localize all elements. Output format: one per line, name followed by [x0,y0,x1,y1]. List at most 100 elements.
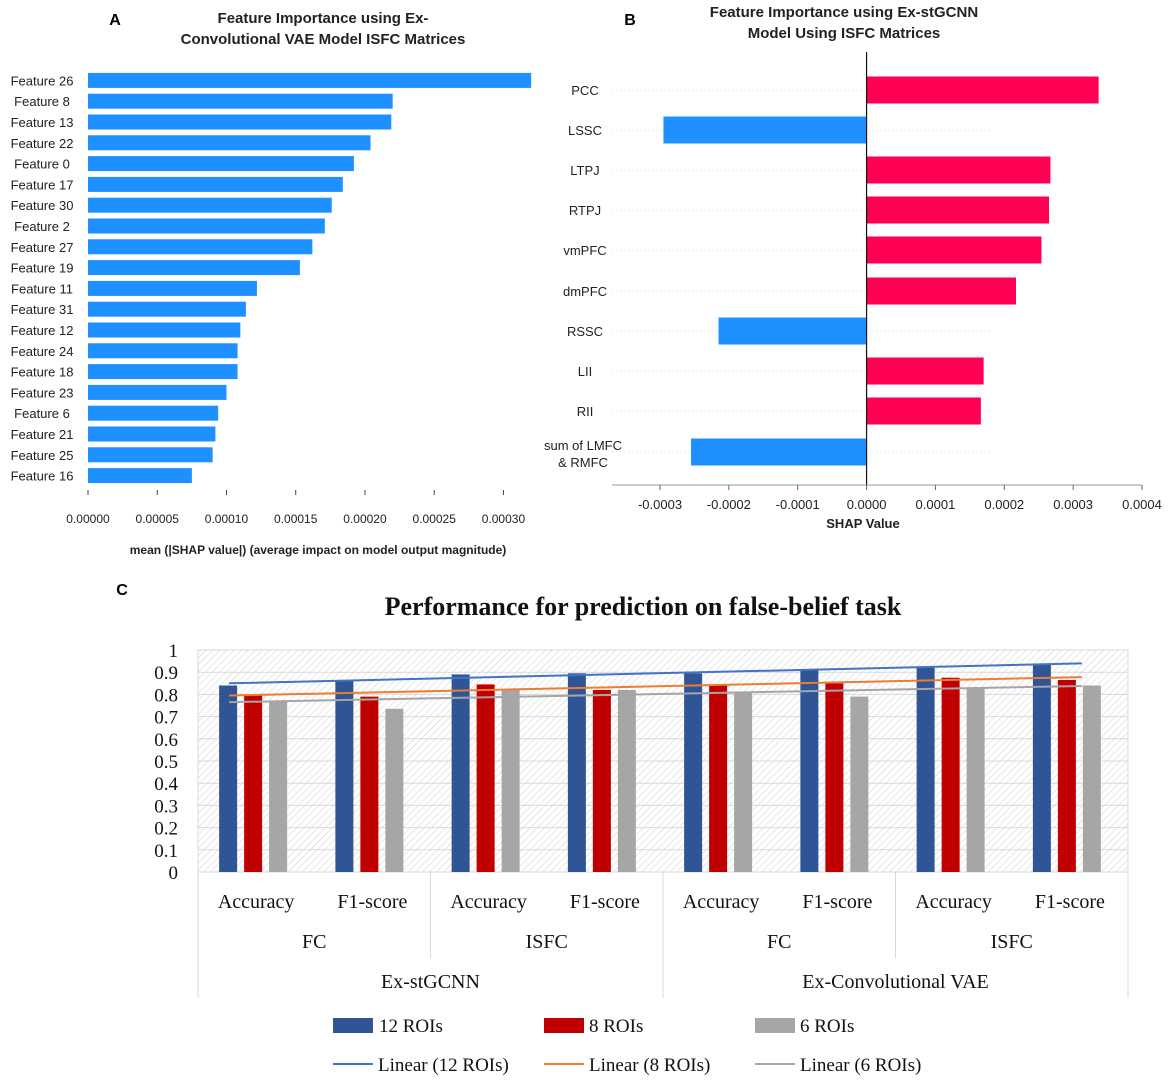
x-category-label: F1-score [802,891,872,913]
y-tick-label: sum of LMFC [544,438,622,453]
y-tick-label: Feature 26 [11,73,74,88]
x-tick-label: 0.00010 [205,512,249,526]
y-tick-label: Feature 12 [11,323,74,338]
y-tick-label: vmPFC [563,243,606,258]
x-tick-label: 0.0001 [916,497,956,512]
bar-rii [866,397,981,425]
y-tick-label: PCC [571,83,598,98]
x-category-label: F1-score [570,891,640,913]
bar-8-rois-6 [941,677,960,872]
trendline-linear-8-rois [229,676,1082,697]
x-category-label: F1-score [337,891,407,913]
bar-ltpj [866,156,1051,184]
legend-swatch-12-rois [333,1018,373,1033]
bar-12-rois-5 [800,669,819,872]
bar-12-rois-6 [916,666,935,872]
x-category-label: Accuracy [450,891,527,913]
x-tick-label: 0.00005 [136,512,180,526]
y-tick-label: Feature 19 [11,261,74,276]
y-tick-label: Feature 27 [11,240,74,255]
bar-6-rois-3 [617,689,636,872]
trendline-linear-6-rois [229,684,1082,704]
panel-b-title-line-1: Feature Importance using Ex-stGCNN [710,4,978,21]
panel-c-bars: 00.10.20.30.40.50.60.70.80.91 Accuracy F1-… [154,641,1129,998]
panel-c-legend: 12 ROIs 8 ROIs 6 ROIs Linear (12 ROIs) L… [333,1016,921,1076]
panel-b: B Feature Importance using Ex-stGCNN Mod… [544,4,1162,531]
legend-label-6-rois: 6 ROIs [800,1016,854,1037]
y-tick-label: Feature 21 [11,427,74,442]
panel-a-title-line-1: Feature Importance using Ex- [218,10,429,27]
bar-feature-8 [88,93,393,109]
panel-a-bars: Feature 26 Feature 8 Feature 13 Feature 22 F… [11,72,532,526]
panel-b-x-axis-label: SHAP Value [826,516,899,531]
bar-feature-6 [88,405,219,421]
x-tick-label: 0.0004 [1122,497,1162,512]
y-tick-label: 0.1 [154,841,178,862]
bar-6-rois-0 [269,701,288,872]
legend-label-linear-6-rois: Linear (6 ROIs) [800,1055,921,1076]
bar-12-rois-1 [335,681,354,872]
bar-6-rois-6 [966,687,985,872]
bar-6-rois-2 [501,689,520,872]
x-model-label: Ex-stGCNN [381,971,480,993]
x-category-label: F1-score [1035,891,1105,913]
y-tick-label: LII [578,364,592,379]
y-tick-label: Feature 11 [11,281,73,296]
x-tick-label: -0.0002 [707,497,751,512]
y-tick-label: Feature 2 [14,219,70,234]
y-tick-label: 0.4 [154,774,178,795]
y-tick-label: Feature 30 [11,198,74,213]
bar-feature-24 [88,343,238,359]
x-tick-label: 0.00000 [66,512,110,526]
x-tick-label: 0.0003 [1053,497,1093,512]
legend-label-linear-12-rois: Linear (12 ROIs) [378,1055,509,1076]
x-tick-label: 0.0000 [847,497,887,512]
y-tick-label: 0.8 [154,685,178,706]
y-tick-label: Feature 8 [14,94,70,109]
bar-12-rois-2 [451,674,470,872]
bar-8-rois-0 [244,694,263,872]
y-tick-label: 1 [169,641,179,662]
legend-swatch-6-rois [755,1018,795,1033]
bar-6-rois-1 [385,708,404,872]
bar-12-rois-0 [219,685,238,872]
y-tick-label: RTPJ [569,203,601,218]
bar-6-rois-5 [850,696,869,872]
legend-label-12-rois: 12 ROIs [379,1016,443,1037]
y-tick-label: LSSC [568,123,602,138]
x-group-label: ISFC [991,931,1033,953]
panel-a-x-axis-label: mean (|SHAP value|) (average impact on m… [130,543,507,557]
bar-lii [866,357,984,385]
trendline-linear-12-rois [229,662,1082,685]
x-tick-label: 0.00015 [274,512,318,526]
bar-lssc [663,116,867,144]
bar-feature-26 [88,72,532,88]
bar-feature-27 [88,239,313,255]
x-group-label: FC [767,931,791,953]
x-category-label: Accuracy [915,891,992,913]
y-tick-label: 0.3 [154,796,178,817]
bar-rtpj [866,196,1050,224]
y-tick-label: 0 [169,863,179,884]
legend-swatch-8-rois [544,1018,584,1033]
panel-c: C Performance for prediction on false-be… [116,582,1129,1076]
x-tick-label: 0.00025 [413,512,457,526]
y-tick-label-line-2: & RMFC [558,455,608,470]
bar-sum-of-lmfc-rmfc [690,438,867,466]
panel-b-title-line-2: Model Using ISFC Matrices [748,25,941,42]
bar-feature-11 [88,280,257,296]
x-model-label: Ex-Convolutional VAE [802,971,988,993]
y-tick-label: Feature 17 [11,177,74,192]
bar-feature-25 [88,447,213,463]
bar-feature-30 [88,197,332,213]
panel-c-letter: C [116,582,128,599]
panel-a-letter: A [109,12,121,29]
bar-12-rois-4 [684,673,703,872]
bar-vmpfc [866,236,1042,264]
bar-dmpfc [866,277,1016,305]
y-tick-label: 0.6 [154,730,178,751]
x-tick-label: -0.0003 [638,497,682,512]
bar-feature-23 [88,384,227,400]
y-tick-label: dmPFC [563,284,607,299]
